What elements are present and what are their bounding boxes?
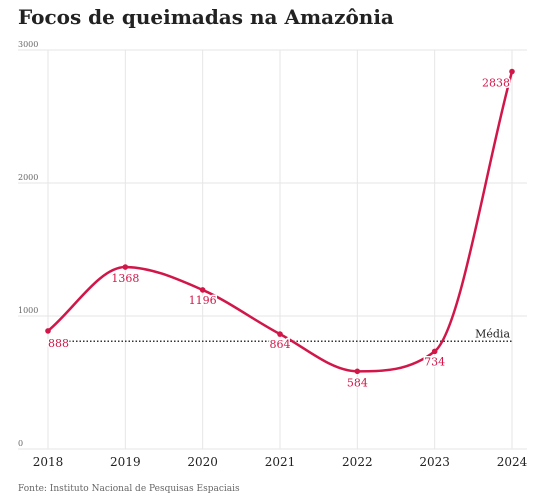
y-tick-label: 1000 <box>18 306 38 315</box>
x-tick-label: 2024 <box>497 455 528 469</box>
data-point <box>431 348 438 355</box>
chart-title: Focos de queimadas na Amazônia <box>18 5 394 29</box>
data-label: 2838 <box>482 77 510 90</box>
data-point <box>509 68 515 75</box>
chart-source: Fonte: Instituto Nacional de Pesquisas E… <box>18 484 240 494</box>
y-tick-label: 2000 <box>18 173 38 182</box>
x-tick-label: 2023 <box>419 455 450 469</box>
y-tick-label: 3000 <box>18 40 38 49</box>
data-label: 888 <box>48 337 69 350</box>
data-point <box>277 331 283 337</box>
average-line-label: Média <box>475 327 510 340</box>
data-label: 734 <box>424 355 445 368</box>
x-tick-label: 2019 <box>110 455 141 469</box>
data-label: 584 <box>347 376 368 389</box>
data-label: 1368 <box>111 272 139 285</box>
data-point <box>199 287 206 293</box>
x-tick-label: 2020 <box>187 455 218 469</box>
y-tick-label: 0 <box>18 439 23 448</box>
data-label: 1196 <box>189 294 217 307</box>
x-tick-label: 2021 <box>265 455 296 469</box>
data-point <box>122 264 129 270</box>
data-point <box>354 368 361 375</box>
x-tick-label: 2018 <box>33 455 64 469</box>
data-label: 864 <box>270 338 291 351</box>
x-tick-label: 2022 <box>342 455 373 469</box>
data-point <box>45 328 51 334</box>
